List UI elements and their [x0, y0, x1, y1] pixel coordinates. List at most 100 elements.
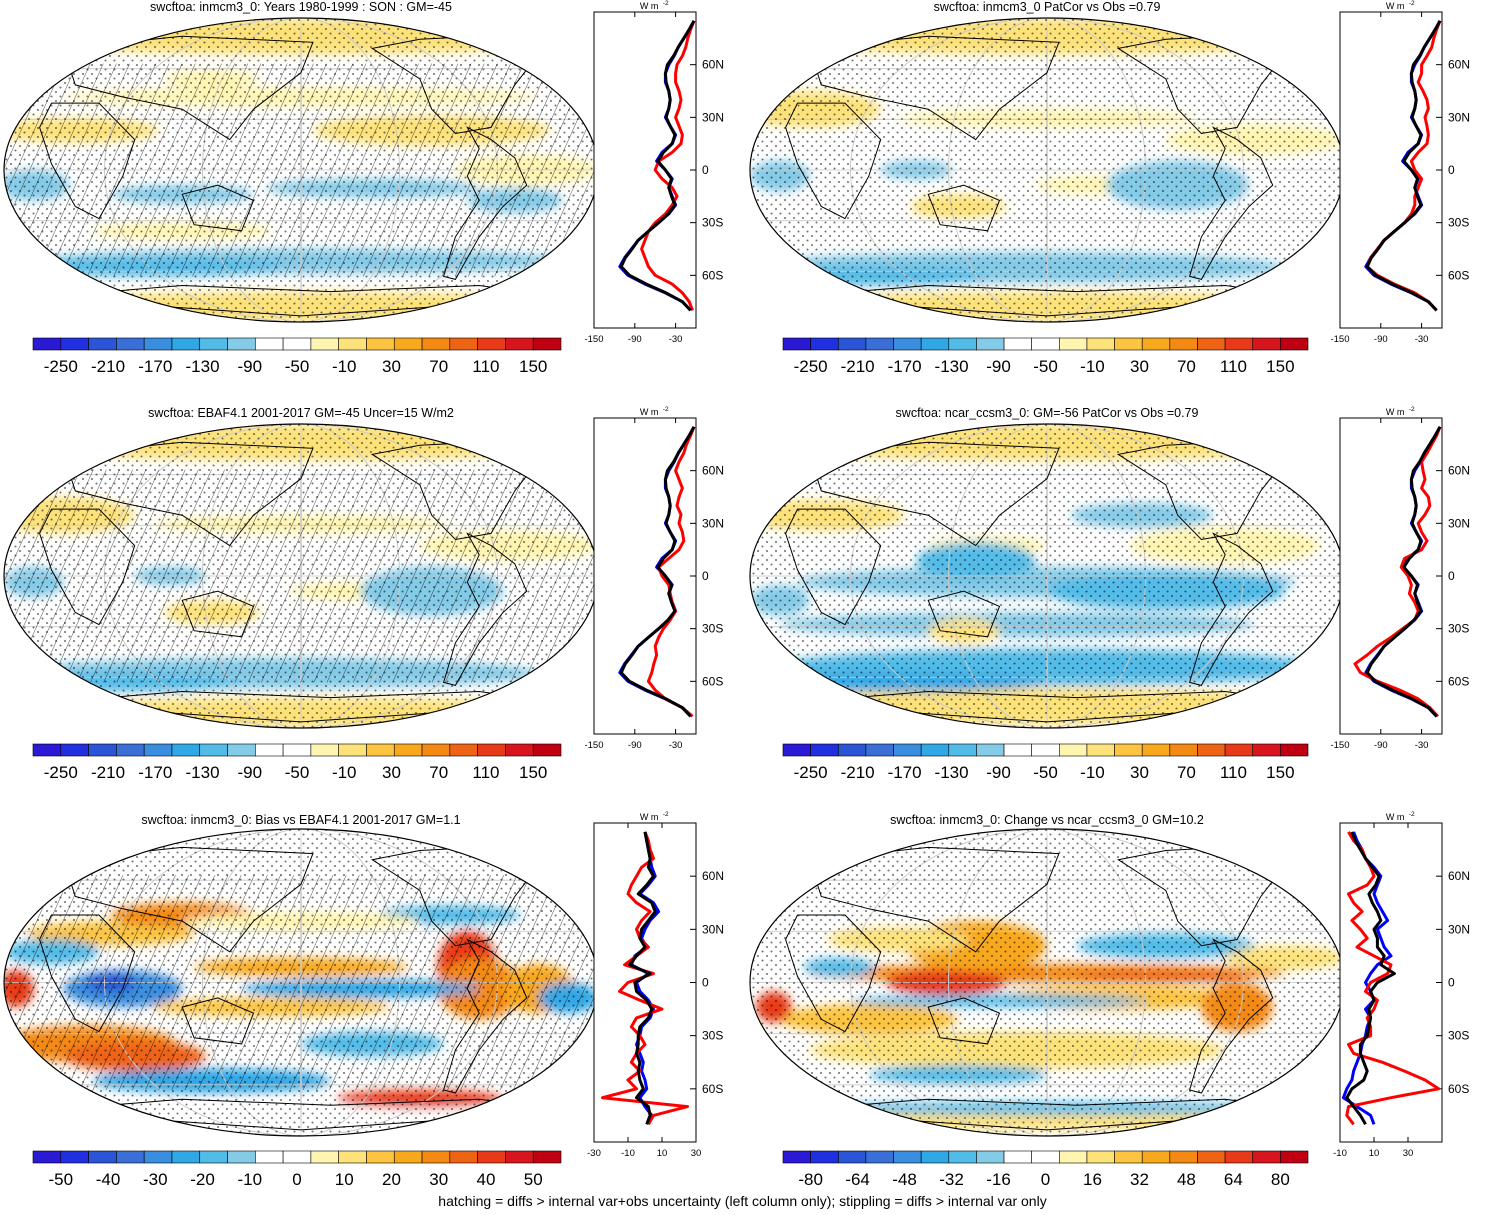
x-tick-label: -90: [1374, 740, 1388, 751]
lat-tick-label: 30N: [702, 922, 724, 936]
zonal-plot: W m -2 60N 30N 0 30S 60S -150 -90 -30: [584, 0, 724, 345]
colorbar-swatch: [88, 337, 117, 351]
colorbar-swatch: [1086, 337, 1115, 351]
colorbar-swatch: [1114, 743, 1143, 757]
colorbar-swatch: [532, 1150, 562, 1164]
colorbar-label: -130: [935, 763, 969, 782]
x-tick-label: -30: [1415, 740, 1429, 751]
colorbar-label: -90: [237, 763, 262, 782]
colorbar-swatch: [310, 1150, 339, 1164]
colorbar-label: 20: [382, 1170, 401, 1189]
panel-title: swcftoa: inmcm3_0: Bias vs EBAF4.1 2001-…: [141, 813, 460, 827]
colorbar-swatch: [199, 337, 228, 351]
lat-tick-label: 60S: [702, 1082, 723, 1096]
colorbar-label: 70: [429, 357, 448, 376]
zonal-frame: [593, 11, 697, 329]
colorbar-label: 30: [1130, 357, 1149, 376]
colorbar: -250 -210 -170 -130 -90 -50 -10 30 70 110 150: [32, 743, 562, 782]
colorbar-swatch: [1059, 337, 1088, 351]
colorbar-swatch: [1141, 337, 1171, 351]
colorbar-label: -250: [44, 763, 78, 782]
zonal-series-ref: [628, 831, 657, 1125]
zonal-unit: W m: [1386, 1, 1405, 11]
colorbar-swatch: [1086, 743, 1115, 757]
colorbar-swatch: [421, 337, 451, 351]
lat-tick-label: 30N: [702, 516, 724, 530]
zonal-series-ref: [1365, 426, 1442, 718]
x-tick-label: 10: [1369, 1148, 1380, 1159]
lat-tick-label: 60S: [1448, 674, 1469, 688]
colorbar-label: -50: [49, 1170, 74, 1189]
colorbar-swatch: [1114, 337, 1143, 351]
colorbar-swatch: [449, 743, 478, 757]
colorbar-swatch: [1059, 743, 1088, 757]
colorbar-swatch: [865, 743, 894, 757]
colorbar-swatch: [1169, 743, 1198, 757]
colorbar-swatch: [1224, 1150, 1254, 1164]
colorbar-swatch: [505, 337, 534, 351]
colorbar-swatch: [255, 1150, 284, 1164]
colorbar-swatch: [1197, 743, 1226, 757]
colorbar-label: -10: [1080, 357, 1105, 376]
map-field: [750, 829, 1344, 1136]
colorbar-swatch: [893, 337, 922, 351]
colorbar-label: -90: [986, 763, 1011, 782]
colorbar-label: 80: [1271, 1170, 1290, 1189]
colorbar-swatch: [810, 743, 839, 757]
lat-tick-label: 30N: [1448, 516, 1470, 530]
stippling: [750, 829, 1344, 1136]
colorbar-label: -170: [138, 763, 172, 782]
zonal-frame: [1339, 822, 1443, 1143]
zonal-series-ref: [619, 426, 696, 718]
colorbar-label: 150: [1266, 357, 1294, 376]
zonal-plot: W m -2 60N 30N 0 30S 60S -30 -10 10 30: [587, 811, 724, 1159]
colorbar-swatch: [948, 743, 977, 757]
zonal-unit: W m: [1386, 812, 1405, 822]
zonal-unit: W m: [640, 812, 659, 822]
zonal-frame: [1339, 11, 1443, 329]
colorbar-label: 10: [335, 1170, 354, 1189]
x-tick-label: -150: [584, 740, 603, 751]
colorbar-swatch: [60, 743, 89, 757]
zonal-unit: W m: [1386, 407, 1405, 417]
colorbar-label: 32: [1130, 1170, 1149, 1189]
map-field: [750, 18, 1344, 322]
colorbar-swatch: [366, 743, 395, 757]
zonal-frame: [593, 822, 697, 1143]
colorbar-swatch: [199, 1150, 228, 1164]
lat-tick-label: 30S: [702, 216, 723, 230]
colorbar-swatch: [366, 337, 395, 351]
colorbar: -250 -210 -170 -130 -90 -50 -10 30 70 110 150: [782, 743, 1309, 782]
colorbar-swatch: [310, 743, 339, 757]
colorbar-swatch: [810, 1150, 839, 1164]
x-tick-label: 30: [1403, 1148, 1414, 1159]
colorbar-label: -170: [138, 357, 172, 376]
zonal-unit: W m: [640, 407, 659, 417]
colorbar-swatch: [143, 1150, 173, 1164]
panel-p5: swcftoa: inmcm3_0: Bias vs EBAF4.1 2001-…: [3, 811, 724, 1189]
panel-p2: swcftoa: inmcm3_0 PatCor vs Obs =0.79 -25…: [749, 0, 1470, 376]
hatching: [4, 63, 598, 277]
colorbar-swatch: [1280, 337, 1309, 351]
colorbar-swatch: [60, 337, 89, 351]
colorbar-swatch: [1224, 743, 1254, 757]
colorbar-swatch: [865, 337, 894, 351]
colorbar-swatch: [116, 1150, 145, 1164]
colorbar-swatch: [171, 743, 201, 757]
lat-tick-label: 60N: [1448, 58, 1470, 72]
colorbar-swatch: [865, 1150, 894, 1164]
colorbar-swatch: [920, 743, 950, 757]
colorbar-swatch: [1114, 1150, 1143, 1164]
colorbar-swatch: [893, 1150, 922, 1164]
colorbar-label: -64: [845, 1170, 870, 1189]
map-field: [4, 424, 598, 728]
colorbar-swatch: [1003, 743, 1032, 757]
colorbar-swatch: [1197, 1150, 1226, 1164]
colorbar-swatch: [60, 1150, 89, 1164]
colorbar-swatch: [338, 337, 367, 351]
colorbar-swatch: [782, 1150, 811, 1164]
colorbar-label: 150: [1266, 763, 1294, 782]
colorbar-label: -30: [143, 1170, 168, 1189]
panel-title: swcftoa: inmcm3_0: Years 1980-1999 : SON…: [150, 0, 452, 14]
colorbar-label: -210: [91, 357, 125, 376]
